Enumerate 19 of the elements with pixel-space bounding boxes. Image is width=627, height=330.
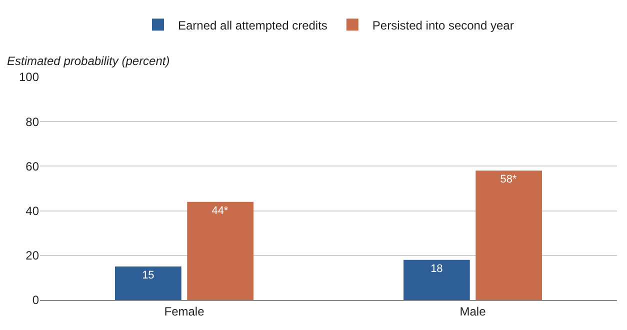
data-label: 18 bbox=[430, 262, 443, 275]
y-tick-label: 0 bbox=[32, 293, 40, 308]
data-label: 58* bbox=[500, 174, 518, 186]
y-tick-label: 100 bbox=[18, 70, 40, 84]
y-tick-label: 80 bbox=[26, 114, 40, 129]
bar bbox=[404, 260, 470, 300]
data-label: 44* bbox=[212, 204, 229, 217]
bar bbox=[187, 202, 254, 300]
bar bbox=[476, 170, 542, 300]
data-label: 15 bbox=[142, 270, 154, 282]
x-tick-label: Male bbox=[460, 304, 486, 318]
x-tick-label: Female bbox=[164, 304, 205, 318]
y-tick-label: 40 bbox=[26, 204, 40, 218]
legend-label: Persisted into second year bbox=[372, 18, 514, 32]
legend-label: Earned all attempted credits bbox=[178, 18, 328, 32]
y-tick-label: 60 bbox=[26, 159, 40, 174]
y-axis-title: Estimated probability (percent) bbox=[7, 54, 170, 68]
bar bbox=[115, 266, 182, 300]
y-tick-label: 20 bbox=[26, 248, 40, 263]
